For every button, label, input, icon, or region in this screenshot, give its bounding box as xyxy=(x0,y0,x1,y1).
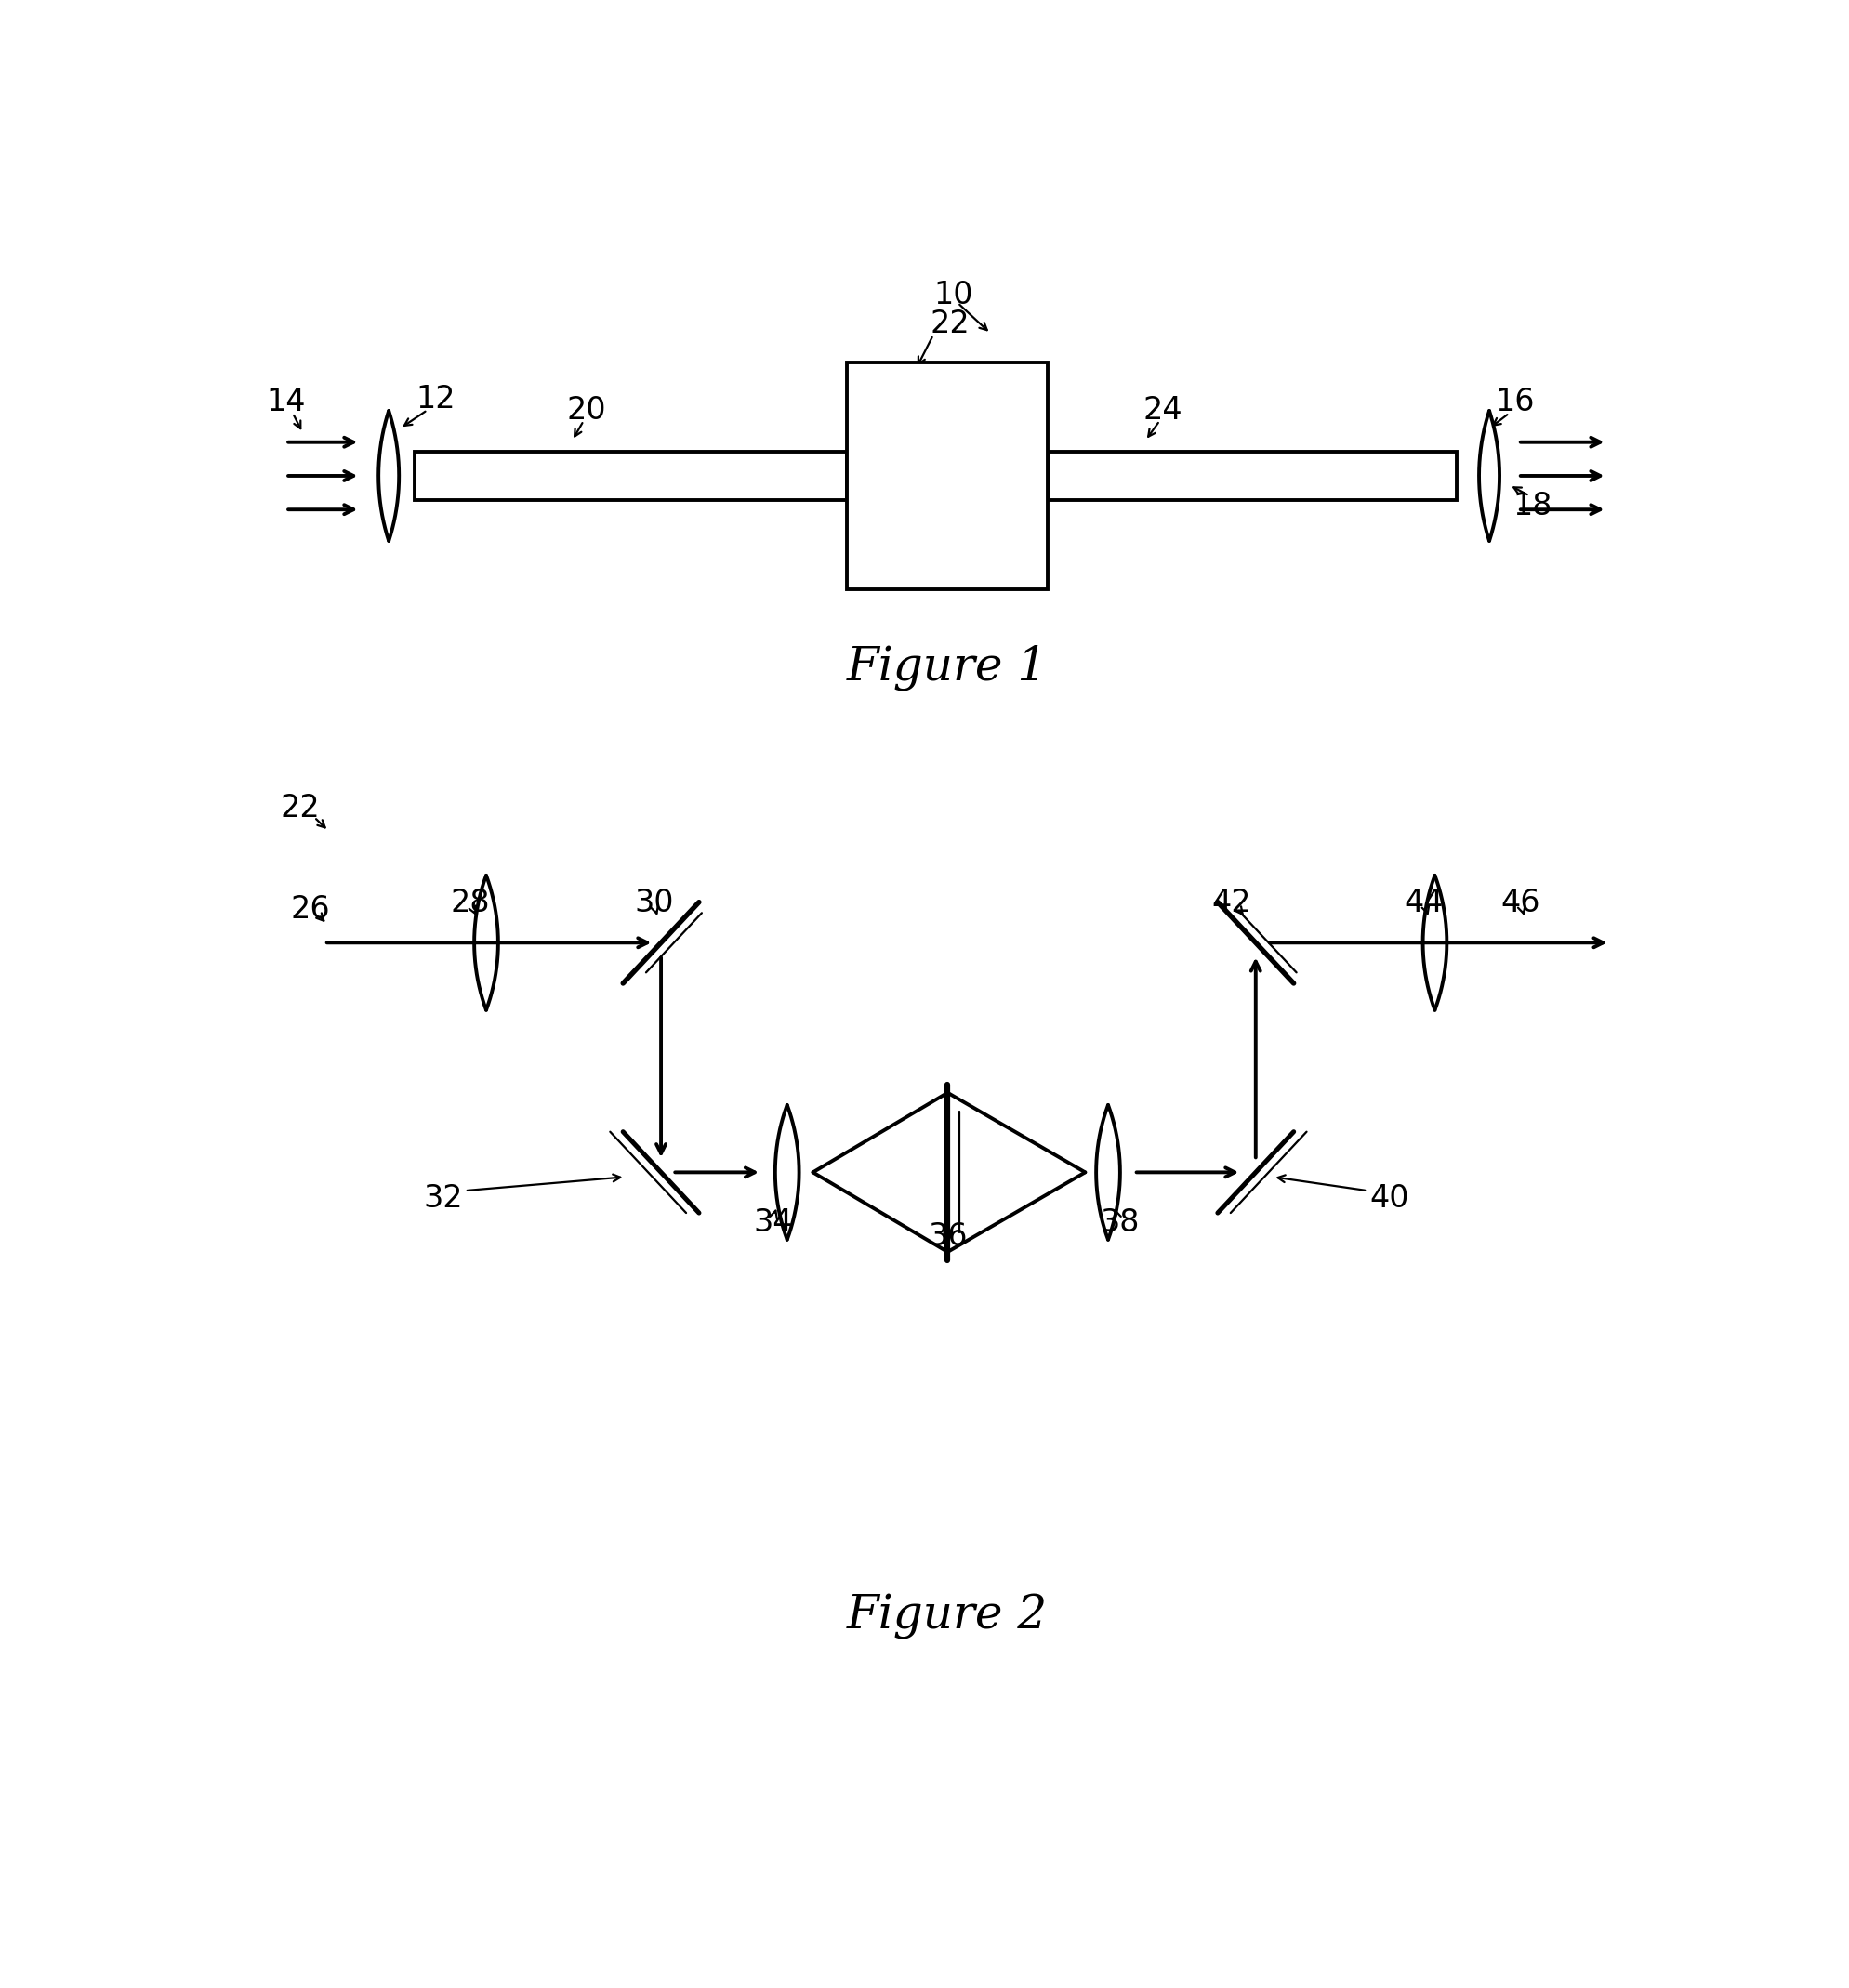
Text: 28: 28 xyxy=(451,887,490,918)
Text: 40: 40 xyxy=(1370,1183,1409,1215)
Text: 16: 16 xyxy=(1496,388,1535,417)
Text: 46: 46 xyxy=(1501,887,1540,918)
Text: 20: 20 xyxy=(566,396,606,425)
Text: 36: 36 xyxy=(928,1221,967,1252)
Text: 18: 18 xyxy=(1512,491,1551,521)
Text: 24: 24 xyxy=(1143,396,1182,425)
Bar xyxy=(1048,451,1457,501)
Bar xyxy=(414,451,847,501)
Text: 42: 42 xyxy=(1211,887,1252,918)
Text: 22: 22 xyxy=(279,793,320,823)
Text: 34: 34 xyxy=(753,1207,793,1239)
Text: Figure 1: Figure 1 xyxy=(847,644,1048,690)
Text: 38: 38 xyxy=(1100,1207,1139,1239)
Text: 44: 44 xyxy=(1403,887,1442,918)
Text: 30: 30 xyxy=(634,887,673,918)
Text: 22: 22 xyxy=(930,308,971,340)
Text: 12: 12 xyxy=(416,384,457,415)
Text: Figure 2: Figure 2 xyxy=(847,1592,1048,1640)
Text: 26: 26 xyxy=(290,895,329,924)
Bar xyxy=(847,362,1048,588)
Text: 32: 32 xyxy=(423,1183,462,1215)
Text: 10: 10 xyxy=(934,280,973,310)
Text: 14: 14 xyxy=(266,388,305,417)
